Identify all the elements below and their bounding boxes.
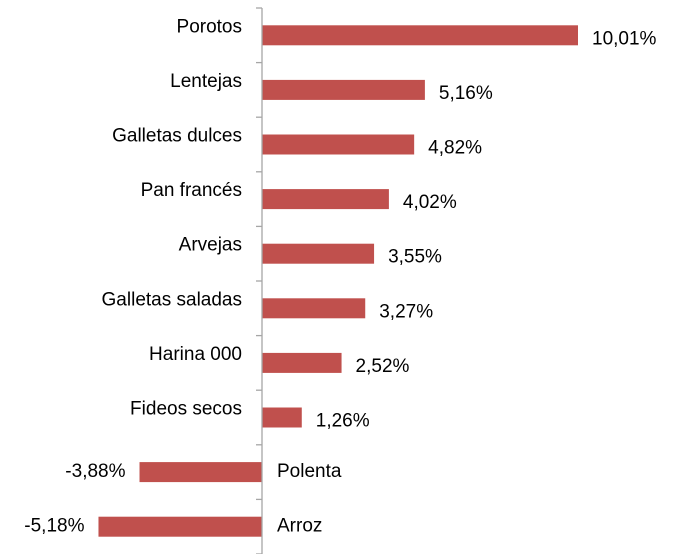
category-label: Porotos — [177, 16, 242, 37]
bar — [262, 298, 366, 319]
bar — [262, 407, 302, 428]
category-label: Arroz — [277, 516, 322, 537]
value-label: 10,01% — [592, 28, 657, 49]
bar — [262, 79, 425, 100]
category-label: Lentejas — [170, 71, 242, 92]
bar — [139, 462, 262, 483]
bar — [262, 134, 415, 155]
value-label: 3,55% — [388, 247, 442, 268]
value-label: 5,16% — [439, 83, 493, 104]
category-label: Harina 000 — [149, 344, 242, 365]
value-label: 4,82% — [428, 138, 482, 159]
bar — [262, 352, 342, 373]
bar — [262, 25, 578, 46]
category-label: Fideos secos — [130, 399, 242, 420]
bar — [262, 189, 389, 210]
value-label: -5,18% — [24, 516, 84, 537]
category-label: Galletas dulces — [112, 126, 242, 147]
bar — [98, 516, 262, 537]
value-label: 3,27% — [379, 301, 433, 322]
category-label: Arvejas — [179, 235, 242, 256]
bar — [262, 243, 375, 264]
category-label: Galletas saladas — [102, 289, 242, 310]
value-label: 1,26% — [316, 411, 370, 432]
value-label: 2,52% — [356, 356, 410, 377]
category-label: Pan francés — [141, 180, 242, 201]
value-label: 4,02% — [403, 192, 457, 213]
category-label: Polenta — [277, 461, 342, 482]
value-label: -3,88% — [65, 461, 125, 482]
